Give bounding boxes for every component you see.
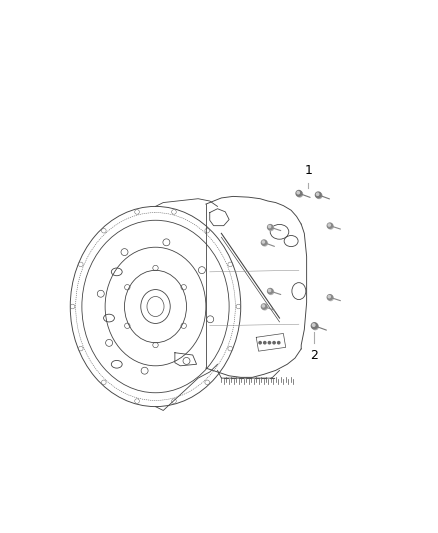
Circle shape (268, 342, 271, 344)
Circle shape (264, 342, 266, 344)
Circle shape (262, 305, 267, 310)
Circle shape (262, 241, 265, 243)
Circle shape (262, 241, 267, 246)
Circle shape (259, 342, 261, 344)
Circle shape (311, 323, 318, 329)
Circle shape (297, 191, 300, 194)
Circle shape (278, 342, 280, 344)
Circle shape (328, 296, 330, 298)
Circle shape (316, 193, 322, 198)
Circle shape (328, 224, 333, 229)
Circle shape (268, 224, 273, 230)
Circle shape (268, 289, 271, 292)
Circle shape (328, 295, 333, 301)
Circle shape (327, 223, 332, 228)
Circle shape (327, 295, 332, 300)
Circle shape (312, 324, 318, 329)
Circle shape (268, 225, 271, 228)
Circle shape (315, 192, 321, 198)
Circle shape (268, 288, 273, 294)
Circle shape (273, 342, 275, 344)
Circle shape (268, 289, 274, 294)
Text: 2: 2 (311, 349, 318, 362)
Circle shape (297, 191, 303, 197)
Text: 1: 1 (304, 164, 312, 177)
Circle shape (268, 225, 274, 231)
Circle shape (296, 190, 302, 196)
Circle shape (261, 304, 267, 309)
Circle shape (262, 305, 265, 307)
Circle shape (316, 193, 319, 196)
Circle shape (261, 240, 267, 245)
Circle shape (328, 224, 330, 226)
Circle shape (312, 324, 315, 326)
